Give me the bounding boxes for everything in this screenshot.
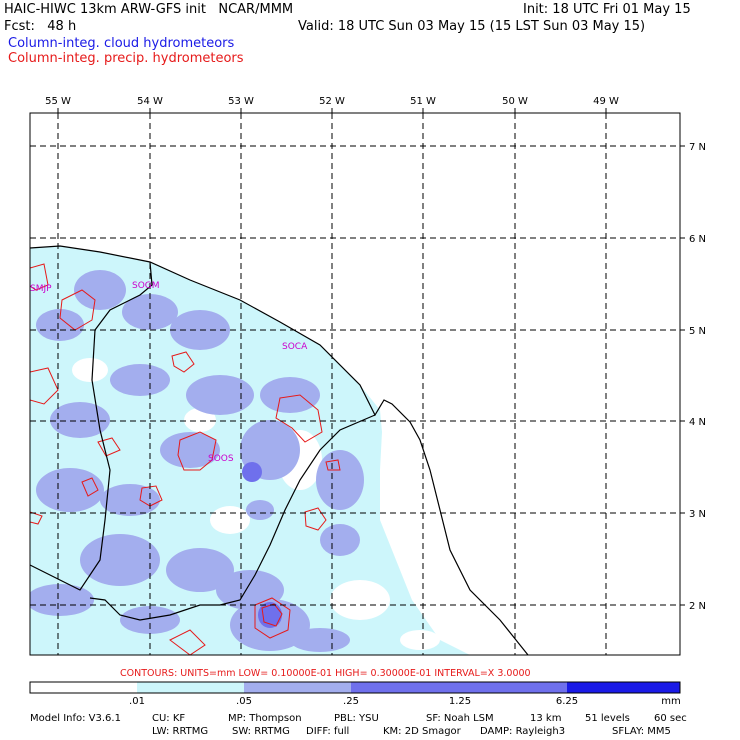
lon-label: 53 W [228, 96, 254, 107]
footer-dt: 60 sec [654, 713, 687, 724]
colorbar-tick: .05 [236, 696, 252, 707]
lat-label: 4 N [689, 417, 706, 428]
colorbar-seg-2 [244, 682, 351, 693]
colorbar-tick: 1.25 [449, 696, 471, 707]
footer-damp: DAMP: Rayleigh3 [480, 726, 565, 737]
lat-label: 6 N [689, 234, 706, 245]
lon-label: 50 W [502, 96, 528, 107]
axis-ticks [57, 108, 685, 606]
footer-km: KM: 2D Smagor [383, 726, 462, 737]
footer-lw: LW: RRTMG [152, 726, 208, 737]
lon-label: 55 W [45, 96, 71, 107]
valid-time: Valid: 18 UTC Sun 03 May 15 (15 LST Sun … [298, 19, 646, 34]
model-title: HAIC-HIWC 13km ARW-GFS init NCAR/MMM [4, 2, 294, 17]
footer-levels: 51 levels [585, 713, 630, 724]
forecast-hour: Fcst: 48 h [4, 19, 77, 34]
footer-sf: SF: Noah LSM [426, 713, 494, 724]
station-smjp: SMJP [30, 284, 52, 294]
field-precip-label: Column-integ. precip. hydrometeors [8, 51, 244, 66]
lon-label: 49 W [593, 96, 619, 107]
cloud-shading [30, 246, 470, 655]
lon-label: 51 W [410, 96, 436, 107]
footer-res: 13 km [530, 713, 561, 724]
coastline-borders [30, 245, 529, 655]
colorbar-seg-0 [30, 682, 137, 693]
latlon-grid [30, 113, 680, 655]
field-cloud-label: Column-integ. cloud hydrometeors [8, 36, 235, 51]
station-soca: SOCA [282, 342, 308, 352]
contour-info: CONTOURS: UNITS=mm LOW= 0.10000E-01 HIGH… [120, 668, 531, 679]
footer-pbl: PBL: YSU [334, 713, 379, 724]
colorbar-tick: .01 [129, 696, 145, 707]
footer-sflay: SFLAY: MM5 [612, 726, 671, 737]
colorbar-seg-1 [137, 682, 244, 693]
colorbar [29, 681, 681, 694]
lat-label: 3 N [689, 509, 706, 520]
init-time: Init: 18 UTC Fri 01 May 15 [523, 2, 691, 17]
footer-diff: DIFF: full [306, 726, 349, 737]
station-soos: SOOS [208, 454, 234, 464]
map-frame [29, 112, 681, 656]
lon-label: 52 W [319, 96, 345, 107]
footer-model-info: Model Info: V3.6.1 [30, 713, 121, 724]
colorbar-unit: mm [661, 696, 680, 707]
colorbar-seg-4 [567, 682, 680, 693]
colorbar-seg-3 [351, 682, 567, 693]
lat-label: 5 N [689, 326, 706, 337]
lon-label: 54 W [137, 96, 163, 107]
colorbar-tick: .25 [343, 696, 359, 707]
colorbar-tick: 6.25 [556, 696, 578, 707]
footer-sw: SW: RRTMG [232, 726, 290, 737]
station-sogm: SOGM [132, 281, 160, 291]
footer-mp: MP: Thompson [228, 713, 302, 724]
lat-label: 2 N [689, 601, 706, 612]
lat-label: 7 N [689, 142, 706, 153]
footer-cu: CU: KF [152, 713, 185, 724]
